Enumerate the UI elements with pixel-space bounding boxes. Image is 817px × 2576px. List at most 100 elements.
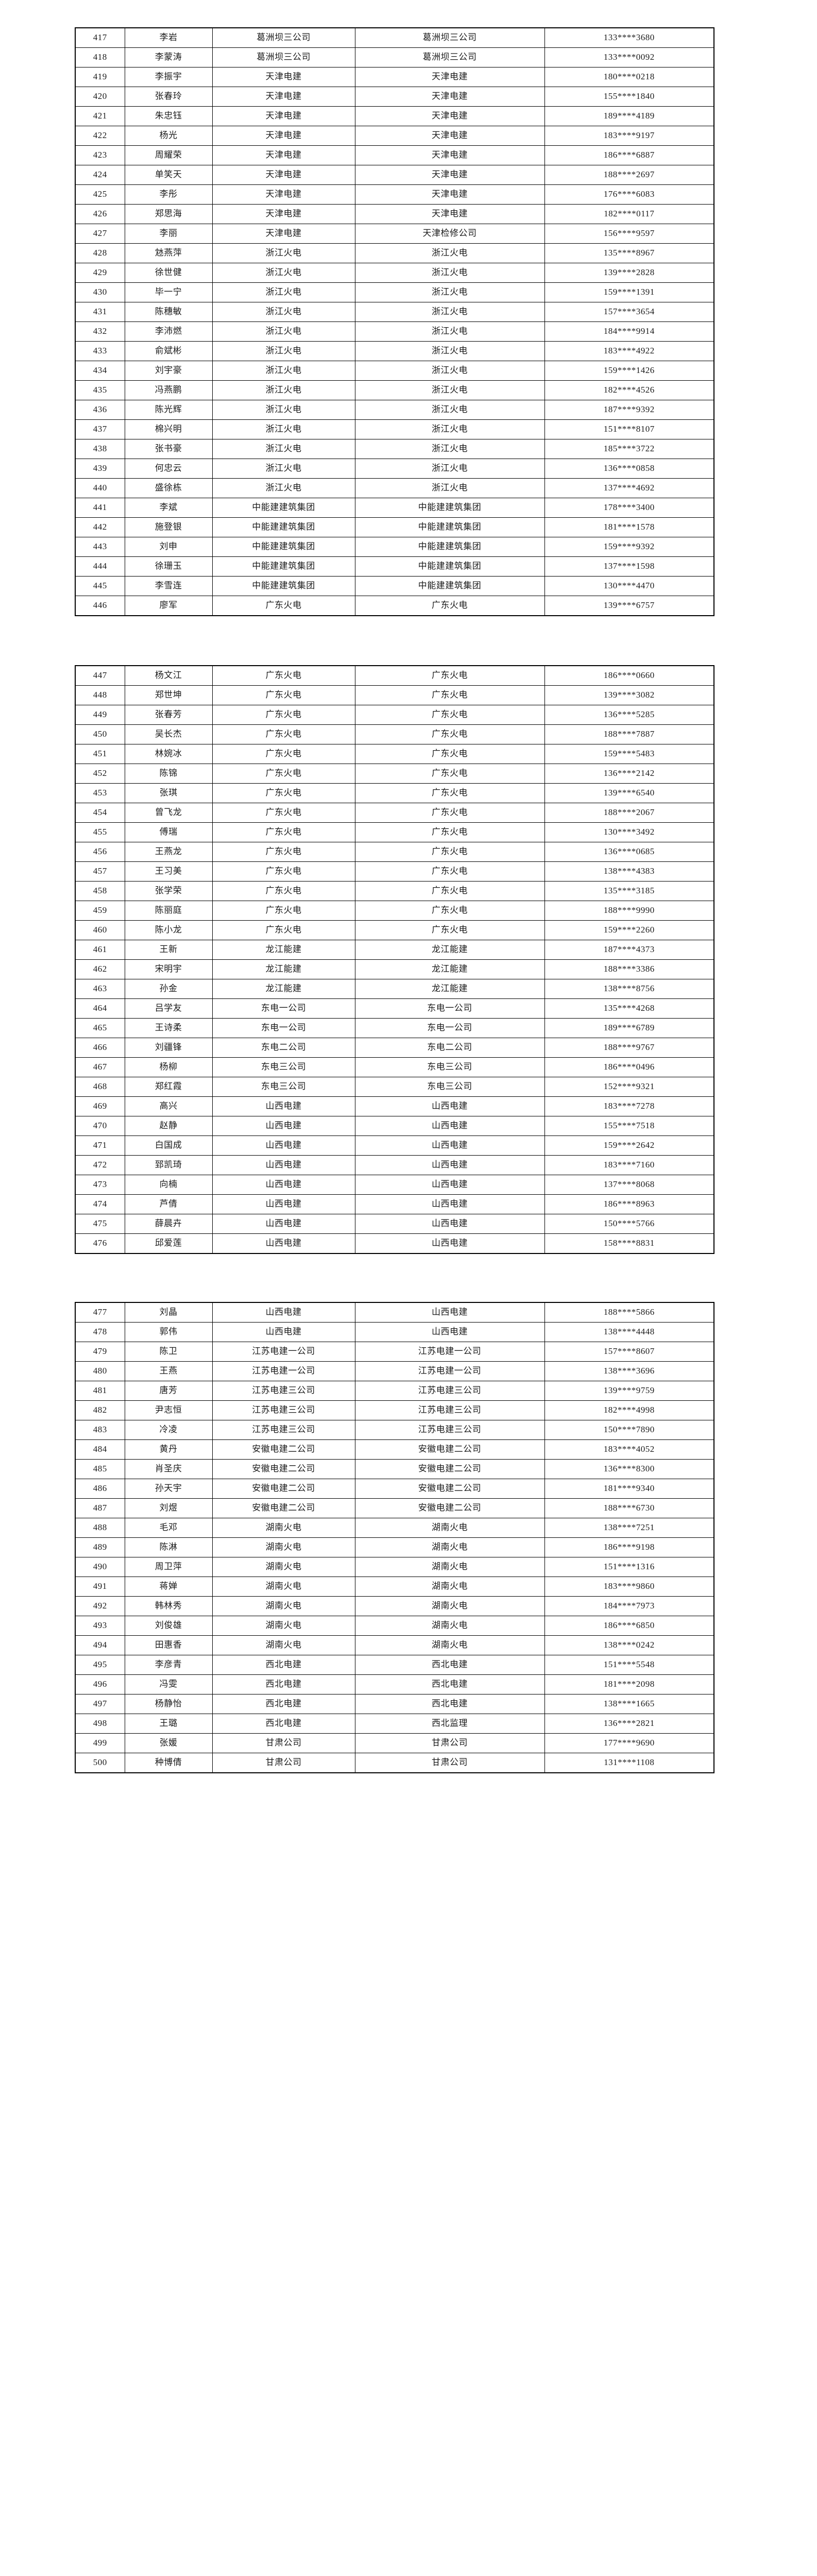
row-unit-cell: 山西电建 [212, 1194, 355, 1214]
row-affiliation-cell: 东电三公司 [354, 1057, 545, 1077]
row-unit-cell: 广东火电 [212, 764, 355, 784]
row-index-cell: 444 [75, 556, 125, 577]
row-unit-cell: 山西电建 [212, 1233, 355, 1254]
row-unit-cell: 山西电建 [212, 1175, 355, 1195]
row-affiliation-cell: 天津电建 [354, 184, 545, 205]
row-unit-cell: 广东火电 [212, 803, 355, 823]
row-name-cell: 陈卫 [124, 1342, 213, 1362]
table-row: 499 张媛 甘肃公司 甘肃公司 177****9690 [75, 1733, 714, 1753]
row-index-cell: 424 [75, 165, 125, 185]
row-phone-cell: 155****7518 [544, 1116, 714, 1136]
row-name-cell: 沊燕萍 [124, 243, 213, 263]
table-row: 427 李丽 天津电建 天津检修公司 156****9597 [75, 224, 714, 244]
row-name-cell: 薛晨卉 [124, 1214, 213, 1234]
row-phone-cell: 158****8831 [544, 1233, 714, 1254]
row-unit-cell: 广东火电 [212, 744, 355, 764]
table-row: 490 周卫萍 湖南火电 湖南火电 151****1316 [75, 1557, 714, 1577]
row-index-cell: 497 [75, 1694, 125, 1714]
row-unit-cell: 中能建建筑集团 [212, 537, 355, 557]
table-row: 422 杨光 天津电建 天津电建 183****9197 [75, 126, 714, 146]
row-unit-cell: 天津电建 [212, 224, 355, 244]
row-index-cell: 418 [75, 47, 125, 67]
row-unit-cell: 湖南火电 [212, 1537, 355, 1557]
row-unit-cell: 浙江火电 [212, 380, 355, 400]
row-affiliation-cell: 西北电建 [354, 1674, 545, 1694]
row-affiliation-cell: 安徽电建二公司 [354, 1439, 545, 1460]
row-affiliation-cell: 西北监理 [354, 1714, 545, 1734]
row-unit-cell: 广东火电 [212, 920, 355, 940]
row-phone-cell: 188****5866 [544, 1302, 714, 1323]
row-affiliation-cell: 东电一公司 [354, 1018, 545, 1038]
row-name-cell: 毕一宁 [124, 282, 213, 302]
row-affiliation-cell: 天津电建 [354, 145, 545, 165]
row-phone-cell: 130****4470 [544, 576, 714, 596]
table-row: 497 杨静怡 西北电建 西北电建 138****1665 [75, 1694, 714, 1714]
row-name-cell: 冯燕鹏 [124, 380, 213, 400]
row-index-cell: 422 [75, 126, 125, 146]
row-phone-cell: 151****1316 [544, 1557, 714, 1577]
table-row: 495 李彦青 西北电建 西北电建 151****5548 [75, 1655, 714, 1675]
row-phone-cell: 155****1840 [544, 87, 714, 107]
row-name-cell: 杨文江 [124, 665, 213, 686]
row-name-cell: 赵静 [124, 1116, 213, 1136]
row-affiliation-cell: 广东火电 [354, 803, 545, 823]
row-index-cell: 435 [75, 380, 125, 400]
row-affiliation-cell: 浙江火电 [354, 419, 545, 439]
row-index-cell: 430 [75, 282, 125, 302]
table-row: 447 杨文江 广东火电 广东火电 186****0660 [75, 665, 714, 686]
row-phone-cell: 136****2821 [544, 1714, 714, 1734]
row-phone-cell: 136****8300 [544, 1459, 714, 1479]
row-unit-cell: 浙江火电 [212, 419, 355, 439]
table-row: 430 毕一宁 浙江火电 浙江火电 159****1391 [75, 282, 714, 302]
table-row: 423 周耀荣 天津电建 天津电建 186****6887 [75, 145, 714, 165]
row-affiliation-cell: 浙江火电 [354, 302, 545, 322]
row-index-cell: 492 [75, 1596, 125, 1616]
row-affiliation-cell: 龙江能建 [354, 959, 545, 979]
row-phone-cell: 189****4189 [544, 106, 714, 126]
table-row: 456 王燕龙 广东火电 广东火电 136****0685 [75, 842, 714, 862]
table-row: 492 韩林秀 湖南火电 湖南火电 184****7973 [75, 1596, 714, 1616]
row-name-cell: 杨光 [124, 126, 213, 146]
row-affiliation-cell: 天津电建 [354, 126, 545, 146]
row-name-cell: 冷凌 [124, 1420, 213, 1440]
row-phone-cell: 188****2067 [544, 803, 714, 823]
row-affiliation-cell: 甘肃公司 [354, 1733, 545, 1753]
table-row: 482 尹志恒 江苏电建三公司 江苏电建三公司 182****4998 [75, 1400, 714, 1420]
row-phone-cell: 135****3185 [544, 881, 714, 901]
row-name-cell: 王新 [124, 940, 213, 960]
row-index-cell: 460 [75, 920, 125, 940]
row-index-cell: 500 [75, 1753, 125, 1773]
row-affiliation-cell: 江苏电建一公司 [354, 1342, 545, 1362]
table-row: 470 赵静 山西电建 山西电建 155****7518 [75, 1116, 714, 1136]
row-index-cell: 459 [75, 901, 125, 921]
row-name-cell: 单笑天 [124, 165, 213, 185]
row-unit-cell: 安徽电建二公司 [212, 1498, 355, 1518]
table-row: 472 郅凯琦 山西电建 山西电建 183****7160 [75, 1155, 714, 1175]
row-affiliation-cell: 广东火电 [354, 861, 545, 882]
table-row: 426 郑思海 天津电建 天津电建 182****0117 [75, 204, 714, 224]
row-name-cell: 曾飞龙 [124, 803, 213, 823]
table-row: 440 盛徐栋 浙江火电 浙江火电 137****4692 [75, 478, 714, 498]
row-name-cell: 张学荣 [124, 881, 213, 901]
table-row: 421 朱忠钰 天津电建 天津电建 189****4189 [75, 106, 714, 126]
row-name-cell: 邱爱莲 [124, 1233, 213, 1254]
row-affiliation-cell: 山西电建 [354, 1322, 545, 1342]
table-row: 466 刘疆锋 东电二公司 东电二公司 188****9767 [75, 1038, 714, 1058]
row-affiliation-cell: 广东火电 [354, 764, 545, 784]
row-name-cell: 郅凯琦 [124, 1155, 213, 1175]
table-row: 449 张春芳 广东火电 广东火电 136****5285 [75, 705, 714, 725]
table-row: 487 刘煜 安徽电建二公司 安徽电建二公司 188****6730 [75, 1498, 714, 1518]
row-unit-cell: 山西电建 [212, 1116, 355, 1136]
row-affiliation-cell: 浙江火电 [354, 380, 545, 400]
row-phone-cell: 159****1426 [544, 361, 714, 381]
row-affiliation-cell: 江苏电建三公司 [354, 1420, 545, 1440]
table-row: 424 单笑天 天津电建 天津电建 188****2697 [75, 165, 714, 185]
row-unit-cell: 天津电建 [212, 184, 355, 205]
row-unit-cell: 甘肃公司 [212, 1753, 355, 1773]
row-unit-cell: 西北电建 [212, 1714, 355, 1734]
row-unit-cell: 湖南火电 [212, 1635, 355, 1655]
row-unit-cell: 浙江火电 [212, 439, 355, 459]
page-break-1 [0, 616, 817, 642]
row-name-cell: 毛邓 [124, 1518, 213, 1538]
row-affiliation-cell: 山西电建 [354, 1175, 545, 1195]
